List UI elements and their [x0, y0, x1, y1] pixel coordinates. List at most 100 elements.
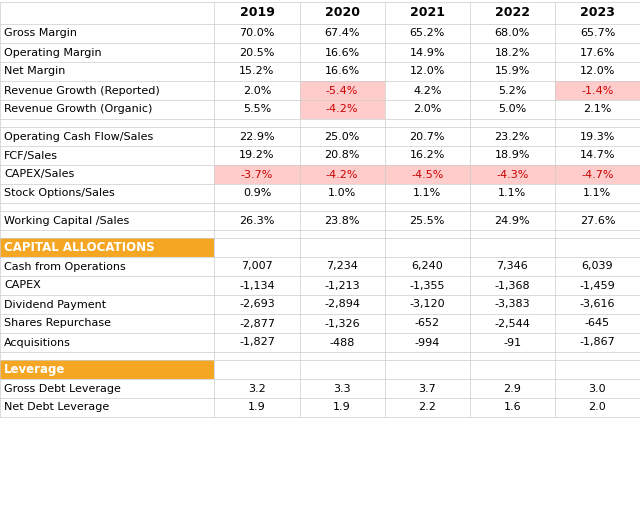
Text: -4.7%: -4.7%	[581, 170, 614, 179]
Text: Revenue Growth (Reported): Revenue Growth (Reported)	[4, 85, 160, 96]
Text: Operating Cash Flow/Sales: Operating Cash Flow/Sales	[4, 132, 153, 141]
Text: 5.5%: 5.5%	[243, 105, 271, 114]
Text: 0.9%: 0.9%	[243, 188, 271, 199]
Text: -1,827: -1,827	[239, 337, 275, 347]
Text: 2019: 2019	[239, 6, 275, 19]
Text: 2021: 2021	[410, 6, 445, 19]
Text: -4.3%: -4.3%	[496, 170, 529, 179]
Text: 14.9%: 14.9%	[410, 47, 445, 58]
Text: -1,459: -1,459	[580, 280, 615, 291]
Text: 68.0%: 68.0%	[495, 29, 530, 38]
Bar	[0, 360, 214, 379]
Text: 12.0%: 12.0%	[580, 67, 615, 76]
Text: 15.9%: 15.9%	[495, 67, 530, 76]
Text: 4.2%: 4.2%	[413, 85, 442, 96]
Text: Cash from Operations: Cash from Operations	[4, 262, 125, 271]
Text: -1,368: -1,368	[495, 280, 530, 291]
Text: CAPITAL ALLOCATIONS: CAPITAL ALLOCATIONS	[4, 241, 155, 254]
Text: 16.2%: 16.2%	[410, 150, 445, 161]
Text: CAPEX/Sales: CAPEX/Sales	[4, 170, 74, 179]
Text: 2.1%: 2.1%	[583, 105, 612, 114]
Text: 2022: 2022	[495, 6, 530, 19]
Text: -4.2%: -4.2%	[326, 105, 358, 114]
Text: -3,383: -3,383	[495, 300, 530, 309]
Text: 3.3: 3.3	[333, 384, 351, 394]
Text: 1.6: 1.6	[504, 402, 521, 412]
Text: -1.4%: -1.4%	[581, 85, 614, 96]
Text: 6,039: 6,039	[582, 262, 613, 271]
Text: 3.0: 3.0	[589, 384, 606, 394]
Text: 27.6%: 27.6%	[580, 215, 615, 226]
Text: 2.0%: 2.0%	[413, 105, 442, 114]
Text: 1.9: 1.9	[333, 402, 351, 412]
Bar	[214, 165, 300, 184]
Text: -3,616: -3,616	[580, 300, 615, 309]
Text: Operating Margin: Operating Margin	[4, 47, 102, 58]
Text: Working Capital /Sales: Working Capital /Sales	[4, 215, 129, 226]
Text: 5.0%: 5.0%	[498, 105, 527, 114]
Text: -488: -488	[330, 337, 355, 347]
Text: 17.6%: 17.6%	[580, 47, 615, 58]
Text: 20.8%: 20.8%	[324, 150, 360, 161]
Text: Gross Debt Leverage: Gross Debt Leverage	[4, 384, 121, 394]
Text: -652: -652	[415, 318, 440, 329]
Text: 2.9: 2.9	[504, 384, 521, 394]
Bar	[555, 165, 640, 184]
Text: 14.7%: 14.7%	[580, 150, 615, 161]
Text: -91: -91	[503, 337, 522, 347]
Text: 6,240: 6,240	[412, 262, 443, 271]
Text: -3,120: -3,120	[410, 300, 445, 309]
Text: 7,234: 7,234	[326, 262, 358, 271]
Text: 1.1%: 1.1%	[413, 188, 442, 199]
Bar	[300, 100, 385, 119]
Text: Net Margin: Net Margin	[4, 67, 65, 76]
Text: 3.7: 3.7	[419, 384, 436, 394]
Text: -1,134: -1,134	[239, 280, 275, 291]
Text: 24.9%: 24.9%	[495, 215, 530, 226]
Text: -2,877: -2,877	[239, 318, 275, 329]
Text: Shares Repurchase: Shares Repurchase	[4, 318, 111, 329]
Text: 2.2: 2.2	[419, 402, 436, 412]
Text: -1,213: -1,213	[324, 280, 360, 291]
Text: 2020: 2020	[324, 6, 360, 19]
Text: -3.7%: -3.7%	[241, 170, 273, 179]
Text: 20.7%: 20.7%	[410, 132, 445, 141]
Text: Gross Margin: Gross Margin	[4, 29, 77, 38]
Text: 16.6%: 16.6%	[324, 67, 360, 76]
Text: 23.8%: 23.8%	[324, 215, 360, 226]
Text: -4.5%: -4.5%	[411, 170, 444, 179]
Text: Acquisitions: Acquisitions	[4, 337, 71, 347]
Text: Net Debt Leverage: Net Debt Leverage	[4, 402, 109, 412]
Text: 1.1%: 1.1%	[498, 188, 527, 199]
Text: 1.9: 1.9	[248, 402, 266, 412]
Text: 18.2%: 18.2%	[495, 47, 530, 58]
Text: 70.0%: 70.0%	[239, 29, 275, 38]
Bar	[300, 165, 385, 184]
Text: 2.0%: 2.0%	[243, 85, 271, 96]
Bar	[385, 165, 470, 184]
Text: 1.0%: 1.0%	[328, 188, 356, 199]
Text: -2,544: -2,544	[494, 318, 531, 329]
Text: Revenue Growth (Organic): Revenue Growth (Organic)	[4, 105, 152, 114]
Text: FCF/Sales: FCF/Sales	[4, 150, 58, 161]
Text: -5.4%: -5.4%	[326, 85, 358, 96]
Text: 19.2%: 19.2%	[239, 150, 275, 161]
Text: 23.2%: 23.2%	[495, 132, 530, 141]
Text: 22.9%: 22.9%	[239, 132, 275, 141]
Text: Stock Options/Sales: Stock Options/Sales	[4, 188, 115, 199]
Text: 1.1%: 1.1%	[583, 188, 612, 199]
Bar	[300, 81, 385, 100]
Text: -994: -994	[415, 337, 440, 347]
Text: 16.6%: 16.6%	[324, 47, 360, 58]
Text: 67.4%: 67.4%	[324, 29, 360, 38]
Text: -1,355: -1,355	[410, 280, 445, 291]
Text: 19.3%: 19.3%	[580, 132, 615, 141]
Text: 25.0%: 25.0%	[324, 132, 360, 141]
Text: 2.0: 2.0	[589, 402, 606, 412]
Text: CAPEX: CAPEX	[4, 280, 41, 291]
Text: 7,007: 7,007	[241, 262, 273, 271]
Text: -4.2%: -4.2%	[326, 170, 358, 179]
Text: -2,894: -2,894	[324, 300, 360, 309]
Text: -2,693: -2,693	[239, 300, 275, 309]
Text: 7,346: 7,346	[497, 262, 528, 271]
